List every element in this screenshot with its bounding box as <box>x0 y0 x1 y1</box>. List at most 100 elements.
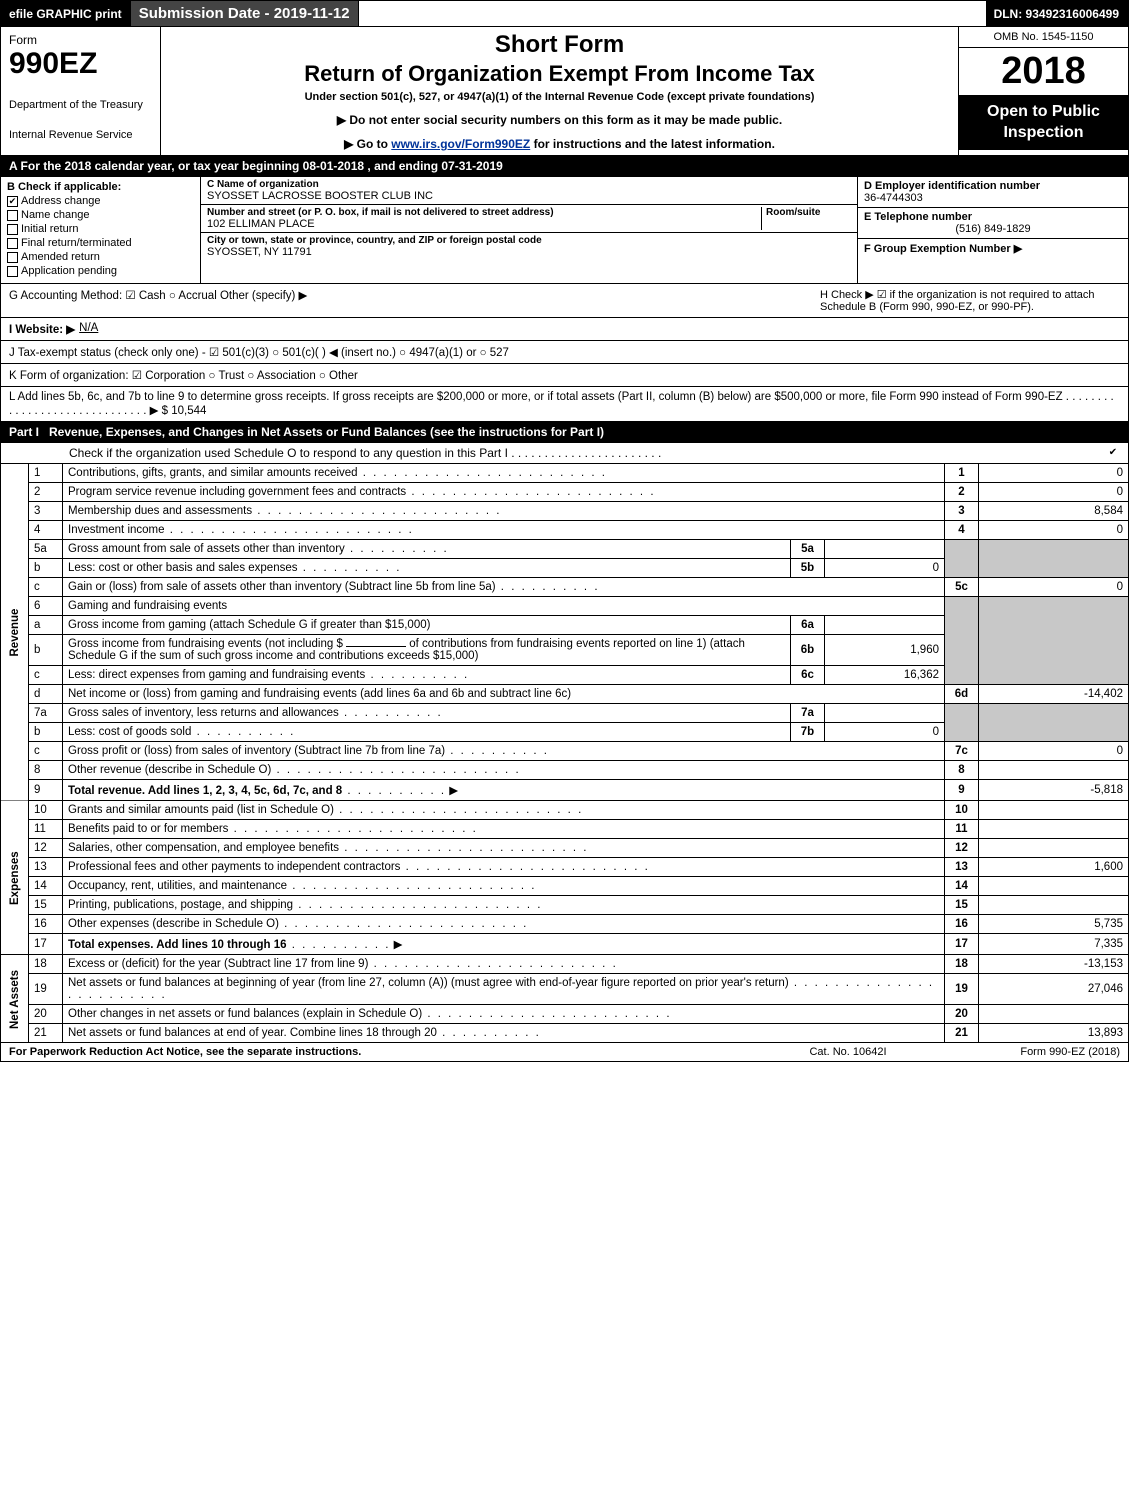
line-desc: Program service revenue including govern… <box>63 483 945 502</box>
org-info-block: B Check if applicable: Address change Na… <box>0 177 1129 284</box>
line-desc: Total revenue. Add lines 1, 2, 3, 4, 5c,… <box>63 780 945 801</box>
table-row: 2 Program service revenue including gove… <box>1 483 1129 502</box>
return-title: Return of Organization Exempt From Incom… <box>171 61 948 87</box>
efile-label: efile GRAPHIC print <box>1 1 131 26</box>
sub-value: 1,960 <box>825 635 945 666</box>
org-name-label: C Name of organization <box>207 179 851 190</box>
table-row: 20 Other changes in net assets or fund b… <box>1 1005 1129 1024</box>
goto-pre: ▶ Go to <box>344 137 391 151</box>
line-numbox: 2 <box>945 483 979 502</box>
top-bar: efile GRAPHIC print Submission Date - 20… <box>0 0 1129 27</box>
city-label: City or town, state or province, country… <box>207 235 851 246</box>
part1-check-row: Check if the organization used Schedule … <box>0 443 1129 464</box>
form-of-organization: K Form of organization: ☑ Corporation ○ … <box>9 368 358 382</box>
dept-irs: Internal Revenue Service <box>9 129 152 141</box>
chk-amended[interactable]: Amended return <box>7 251 194 263</box>
phone-label: E Telephone number <box>864 211 1122 223</box>
table-row: 13 Professional fees and other payments … <box>1 858 1129 877</box>
line-num: b <box>29 723 63 742</box>
line-numbox: 14 <box>945 877 979 896</box>
table-row: Expenses 10 Grants and similar amounts p… <box>1 801 1129 820</box>
table-row: 21 Net assets or fund balances at end of… <box>1 1024 1129 1043</box>
omb-number: OMB No. 1545-1150 <box>959 27 1128 48</box>
checkbox-icon <box>7 266 18 277</box>
chk-application-pending[interactable]: Application pending <box>7 265 194 277</box>
table-row: 11 Benefits paid to or for members 11 <box>1 820 1129 839</box>
shaded-cell <box>945 597 979 685</box>
chk-label: Name change <box>21 209 90 221</box>
line-value <box>979 761 1129 780</box>
line-desc: Total expenses. Add lines 10 through 16 … <box>63 934 945 955</box>
line-desc: Benefits paid to or for members <box>63 820 945 839</box>
period-begin: 08-01-2018 <box>303 159 364 173</box>
line-num: 16 <box>29 915 63 934</box>
line-desc: Less: cost or other basis and sales expe… <box>63 559 791 578</box>
form-id-block: Form 990EZ Department of the Treasury In… <box>1 27 161 155</box>
ssn-warning: ▶ Do not enter social security numbers o… <box>171 113 948 127</box>
chk-name-change[interactable]: Name change <box>7 209 194 221</box>
row-g-h: G Accounting Method: ☑ Cash ○ Accrual Ot… <box>0 284 1129 318</box>
line-numbox: 5c <box>945 578 979 597</box>
table-row: 4 Investment income 4 0 <box>1 521 1129 540</box>
room-label: Room/suite <box>766 207 851 218</box>
ein-value: 36-4744303 <box>864 192 1122 204</box>
line-num: 10 <box>29 801 63 820</box>
org-city-row: City or town, state or province, country… <box>201 233 857 260</box>
table-row: 7a Gross sales of inventory, less return… <box>1 704 1129 723</box>
line-desc: Other changes in net assets or fund bala… <box>63 1005 945 1024</box>
goto-link[interactable]: www.irs.gov/Form990EZ <box>391 137 530 151</box>
line-num: 14 <box>29 877 63 896</box>
chk-address-change[interactable]: Address change <box>7 195 194 207</box>
checkbox-icon <box>7 224 18 235</box>
line-desc: Excess or (deficit) for the year (Subtra… <box>63 955 945 974</box>
line-value <box>979 877 1129 896</box>
line-numbox: 12 <box>945 839 979 858</box>
sub-num: 6a <box>791 616 825 635</box>
line-desc: Gross profit or (loss) from sales of inv… <box>63 742 945 761</box>
under-section: Under section 501(c), 527, or 4947(a)(1)… <box>171 91 948 103</box>
gross-receipts-amount: 10,544 <box>171 405 206 417</box>
group-exemption-row: F Group Exemption Number ▶ <box>858 239 1128 258</box>
line-num: 6 <box>29 597 63 616</box>
table-row: 5a Gross amount from sale of assets othe… <box>1 540 1129 559</box>
sub-num: 6c <box>791 666 825 685</box>
accounting-method: G Accounting Method: ☑ Cash ○ Accrual Ot… <box>9 288 820 302</box>
shaded-cell <box>979 540 1129 578</box>
part1-checkbox[interactable]: ✔ <box>1106 446 1120 460</box>
part1-title: Revenue, Expenses, and Changes in Net As… <box>49 425 1120 439</box>
revenue-section-label: Revenue <box>1 464 29 801</box>
row-l: L Add lines 5b, 6c, and 7b to line 9 to … <box>0 387 1129 422</box>
line-desc: Other revenue (describe in Schedule O) <box>63 761 945 780</box>
period-end: 07-31-2019 <box>441 159 502 173</box>
open-inspection: Open to Public Inspection <box>959 96 1128 150</box>
sub-value <box>825 704 945 723</box>
goto-instructions: ▶ Go to www.irs.gov/Form990EZ for instru… <box>171 137 948 151</box>
line-num: 3 <box>29 502 63 521</box>
page-footer: For Paperwork Reduction Act Notice, see … <box>0 1043 1129 1062</box>
chk-final-return[interactable]: Final return/terminated <box>7 237 194 249</box>
line-num: a <box>29 616 63 635</box>
line-desc: Professional fees and other payments to … <box>63 858 945 877</box>
row-i: I Website: ▶ N/A <box>0 318 1129 341</box>
sub-value: 16,362 <box>825 666 945 685</box>
line-num: 17 <box>29 934 63 955</box>
line-num: 21 <box>29 1024 63 1043</box>
chk-initial-return[interactable]: Initial return <box>7 223 194 235</box>
goto-post: for instructions and the latest informat… <box>530 137 775 151</box>
line-desc: Gross amount from sale of assets other t… <box>63 540 791 559</box>
line-num: b <box>29 559 63 578</box>
chk-label: Amended return <box>21 251 100 263</box>
table-row: Net Assets 18 Excess or (deficit) for th… <box>1 955 1129 974</box>
dept-treasury: Department of the Treasury <box>9 99 152 111</box>
line-num: 9 <box>29 780 63 801</box>
line-desc: Net income or (loss) from gaming and fun… <box>63 685 945 704</box>
line-num: 4 <box>29 521 63 540</box>
line-value: 1,600 <box>979 858 1129 877</box>
submission-date: Submission Date - 2019-11-12 <box>131 1 359 26</box>
sub-value <box>825 616 945 635</box>
line-value: 0 <box>979 742 1129 761</box>
line-desc: Other expenses (describe in Schedule O) <box>63 915 945 934</box>
checkbox-icon <box>7 210 18 221</box>
line-num: c <box>29 578 63 597</box>
right-block: OMB No. 1545-1150 2018 Open to Public In… <box>958 27 1128 155</box>
